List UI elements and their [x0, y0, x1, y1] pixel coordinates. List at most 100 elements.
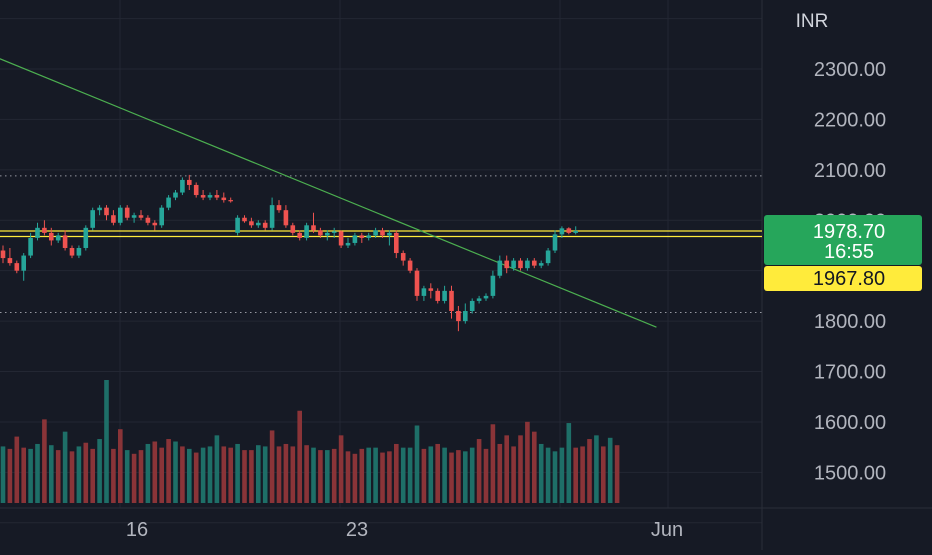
volume-bar: [449, 452, 454, 503]
candle-body: [62, 235, 68, 248]
candle: [359, 232, 365, 243]
volume-bar: [511, 446, 516, 503]
candle: [366, 232, 371, 241]
candle-body: [118, 207, 123, 223]
candle-body: [0, 250, 6, 259]
candle: [325, 230, 330, 241]
volume-bar: [304, 445, 309, 503]
time-tick-label: 23: [346, 519, 368, 541]
volume-bar: [318, 450, 323, 503]
candle-body: [331, 231, 337, 233]
candle-body: [387, 232, 392, 236]
volume-bar: [159, 447, 164, 503]
candle: [69, 245, 75, 259]
candle-body: [145, 217, 151, 223]
candle: [0, 245, 6, 264]
candle: [173, 190, 178, 201]
volume-bar: [235, 443, 240, 503]
candle: [394, 230, 399, 259]
candle-body: [552, 234, 558, 251]
candle: [304, 222, 309, 241]
candle: [242, 215, 247, 223]
volume-bar: [497, 443, 503, 503]
candle-body: [207, 195, 213, 198]
volume-bar: [242, 450, 247, 503]
volume-bar: [545, 447, 551, 503]
last-price-value: 1978.70: [813, 221, 885, 243]
volume-bar: [166, 439, 171, 503]
volume-bar: [359, 448, 365, 503]
candle: [290, 222, 296, 236]
volume-bar: [414, 425, 420, 503]
candle-body: [490, 275, 496, 296]
candle: [118, 205, 123, 226]
candle: [463, 303, 468, 324]
candle-body: [311, 225, 316, 231]
currency-label: INR: [796, 11, 829, 32]
candle: [138, 210, 144, 221]
price-tick-label: 1800.00: [814, 311, 886, 333]
level-price-badge: [764, 266, 922, 291]
volume-bar: [276, 446, 282, 503]
volume-bar: [490, 424, 496, 503]
candle-body: [511, 260, 516, 269]
candle-body: [380, 230, 385, 236]
volume-bar: [435, 443, 440, 503]
candle: [145, 215, 151, 226]
candle-body: [532, 260, 537, 266]
volume-bar: [532, 431, 537, 503]
candle-body: [456, 311, 461, 322]
candle-body: [200, 195, 206, 198]
candle-body: [518, 260, 523, 269]
volume-bar: [394, 443, 399, 503]
candle: [131, 212, 137, 223]
volume-bar: [290, 446, 296, 503]
candle-body: [159, 207, 164, 226]
volume-bar: [256, 445, 261, 503]
candle-body: [566, 228, 572, 233]
candle: [159, 205, 164, 228]
candle-body: [428, 288, 434, 291]
candle-body: [359, 235, 365, 238]
volume-bar: [525, 421, 530, 503]
candle-body: [414, 270, 420, 296]
candle: [483, 293, 489, 301]
volume-bar: [124, 450, 130, 503]
candle-body: [469, 300, 475, 312]
volume-bar: [90, 448, 95, 503]
time-axis[interactable]: 16 23 Jun: [126, 519, 683, 541]
candle-body: [545, 250, 551, 264]
trendline[interactable]: [0, 56, 657, 328]
candle-body: [483, 295, 489, 299]
candle: [552, 230, 558, 254]
volume-bar: [428, 446, 434, 503]
candle: [525, 258, 530, 271]
candle-body: [256, 222, 261, 226]
price-tick-label: 1700.00: [814, 362, 886, 384]
candle: [193, 182, 199, 198]
candle-body: [76, 247, 82, 256]
candle: [532, 258, 537, 269]
volume-bar: [249, 450, 254, 503]
candle-body: [104, 207, 109, 216]
candle-body: [449, 290, 454, 312]
candle: [249, 217, 254, 228]
candle: [152, 220, 158, 231]
volume-bar: [221, 446, 227, 503]
volume-bar: [62, 431, 68, 503]
candle-body: [476, 298, 482, 301]
candle-body: [269, 205, 275, 228]
candle: [387, 230, 392, 246]
candle-body: [235, 217, 240, 233]
candle-body: [525, 260, 530, 269]
volume-bar: [587, 439, 592, 503]
candle: [318, 227, 323, 238]
price-axis[interactable]: 2300.002200.002100.002000.001800.001700.…: [814, 59, 886, 484]
volume-bar: [456, 450, 461, 503]
volume-bar: [131, 453, 137, 503]
candle: [90, 207, 95, 231]
candle: [262, 220, 268, 231]
volume-bar: [55, 450, 61, 503]
